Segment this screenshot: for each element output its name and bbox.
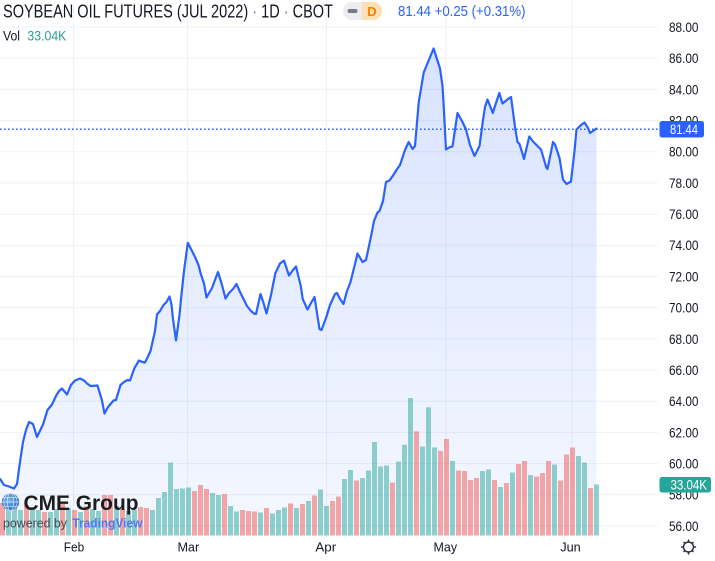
svg-text:88.00: 88.00 [669,20,699,35]
svg-text:76.00: 76.00 [669,207,699,222]
svg-text:78.00: 78.00 [669,176,699,191]
svg-text:86.00: 86.00 [669,51,699,66]
svg-text:62.00: 62.00 [669,425,699,440]
svg-text:May: May [434,539,458,554]
svg-text:72.00: 72.00 [669,269,699,284]
svg-text:81.44: 81.44 [670,122,698,137]
svg-text:D: D [367,4,376,19]
svg-text:Feb: Feb [64,539,85,554]
svg-text:68.00: 68.00 [669,332,699,347]
svg-text:TradingView: TradingView [72,517,142,531]
svg-text:60.00: 60.00 [669,457,699,472]
svg-text:70.00: 70.00 [669,301,699,316]
svg-text:Mar: Mar [177,539,199,554]
svg-text:84.00: 84.00 [669,82,699,97]
svg-text:SOYBEAN OIL FUTURES (JUL 2022): SOYBEAN OIL FUTURES (JUL 2022) · 1D · CB… [3,2,333,22]
svg-text:Apr: Apr [315,539,336,554]
svg-text:80.00: 80.00 [669,145,699,160]
svg-text:33.04K: 33.04K [27,28,67,44]
svg-text:33.04K: 33.04K [671,477,708,492]
svg-text:64.00: 64.00 [669,394,699,409]
svg-text:powered by: powered by [3,517,68,531]
svg-text:81.44 +0.25 (+0.31%): 81.44 +0.25 (+0.31%) [398,4,526,20]
svg-text:Vol: Vol [3,28,20,44]
svg-text:74.00: 74.00 [669,238,699,253]
svg-text:CME Group: CME Group [24,491,139,515]
svg-text:56.00: 56.00 [669,519,699,534]
svg-text:66.00: 66.00 [669,363,699,378]
svg-text:Jun: Jun [560,539,581,554]
